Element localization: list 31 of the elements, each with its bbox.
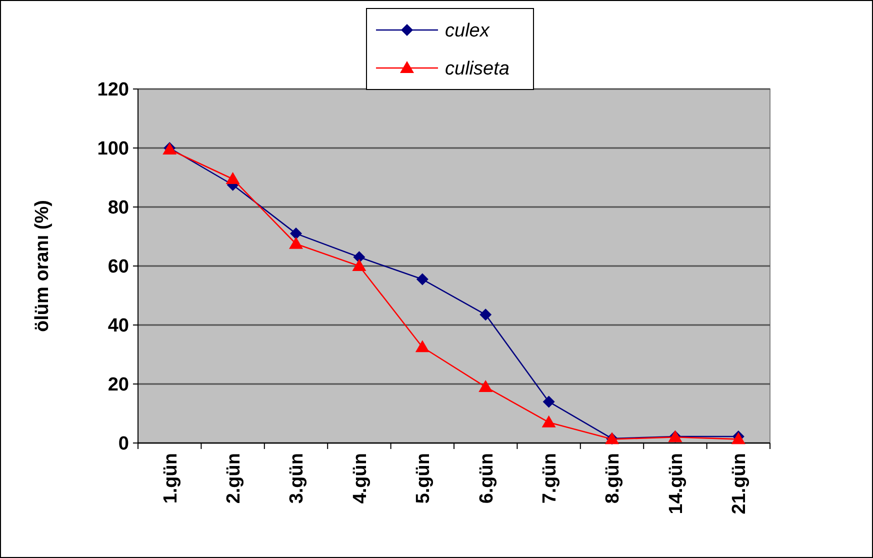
legend-label: culex [445,20,491,42]
y-tick-label: 0 [118,434,129,455]
point [480,308,492,321]
x-tick-label: 3.gün [286,453,308,504]
x-tick-label: 2.gün [223,453,244,504]
point [352,259,366,271]
point [478,380,493,392]
y-tick-label: 20 [108,374,129,396]
y-tick-label: 60 [108,256,129,278]
x-tick-label: 14.gün [666,453,687,514]
point [416,273,428,286]
x-tick-label: 4.gün [350,453,371,504]
y-tick-label: 100 [97,138,129,160]
x-tick-label: 1.gün [160,453,182,504]
point [353,251,366,264]
y-tick-label: 80 [108,198,129,219]
point [289,236,303,249]
point [542,396,555,408]
x-tick-label: 6.gün [476,453,498,504]
y-tick-label: 120 [97,80,129,101]
x-tick-label: 7.gün [539,453,560,504]
x-tick-label: 21.gün [729,453,750,514]
point [226,172,240,184]
legend-label: culiseta [445,58,510,80]
point [290,228,302,240]
x-tick-label: 8.gün [602,453,624,504]
y-tick-label: 40 [108,316,129,337]
x-tick-label: 5.gün [413,453,434,504]
point [542,415,556,428]
point [415,340,430,352]
y-axis-title: ölüm oranı (%) [32,200,53,332]
